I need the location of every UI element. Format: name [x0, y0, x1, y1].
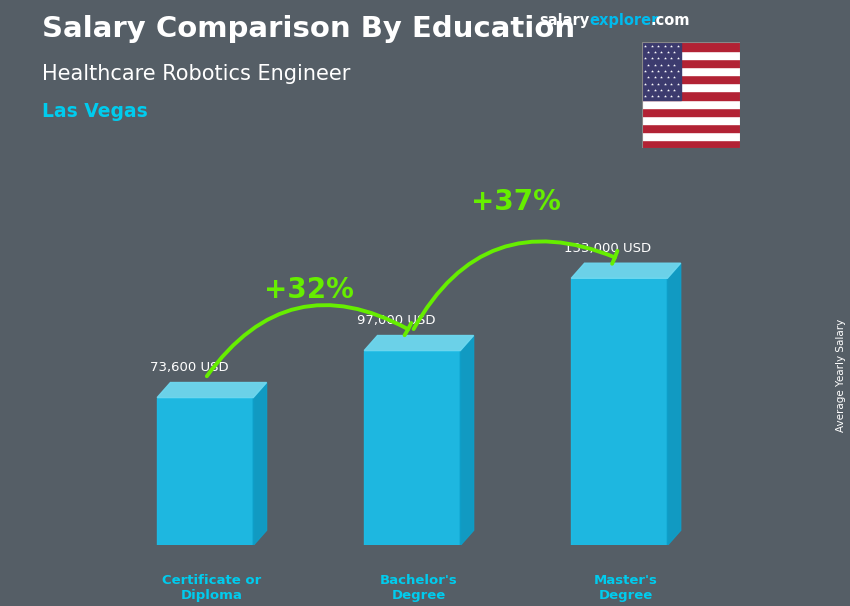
Bar	[642, 59, 740, 67]
Polygon shape	[364, 351, 461, 545]
Bar	[642, 92, 740, 99]
Polygon shape	[571, 263, 681, 278]
Polygon shape	[667, 263, 681, 545]
Text: Healthcare Robotics Engineer: Healthcare Robotics Engineer	[42, 64, 351, 84]
Bar	[642, 75, 740, 83]
Polygon shape	[364, 336, 473, 351]
Bar	[642, 83, 740, 92]
Text: +37%: +37%	[471, 188, 561, 216]
Polygon shape	[253, 382, 267, 545]
Text: 73,600 USD: 73,600 USD	[150, 362, 229, 375]
Text: +32%: +32%	[264, 276, 354, 304]
Text: 97,000 USD: 97,000 USD	[357, 315, 435, 327]
Bar	[642, 42, 740, 50]
Polygon shape	[461, 336, 473, 545]
Bar	[642, 141, 740, 148]
Text: Las Vegas: Las Vegas	[42, 102, 148, 121]
Text: Average Yearly Salary: Average Yearly Salary	[836, 319, 846, 432]
Polygon shape	[157, 398, 253, 545]
Polygon shape	[157, 382, 267, 398]
Bar	[642, 42, 681, 99]
Bar	[642, 124, 740, 132]
Text: explorer: explorer	[589, 13, 659, 28]
Bar	[642, 99, 740, 108]
Bar	[642, 108, 740, 116]
Bar	[642, 67, 740, 75]
Text: .com: .com	[650, 13, 689, 28]
Bar	[642, 116, 740, 124]
Text: Salary Comparison By Education: Salary Comparison By Education	[42, 15, 575, 43]
Text: salary: salary	[540, 13, 590, 28]
Text: 133,000 USD: 133,000 USD	[564, 242, 651, 255]
Text: Master's
Degree: Master's Degree	[594, 573, 658, 602]
Bar	[642, 132, 740, 141]
Bar	[642, 50, 740, 59]
Text: Certificate or
Diploma: Certificate or Diploma	[162, 573, 262, 602]
Text: Bachelor's
Degree: Bachelor's Degree	[380, 573, 458, 602]
Polygon shape	[571, 278, 667, 545]
